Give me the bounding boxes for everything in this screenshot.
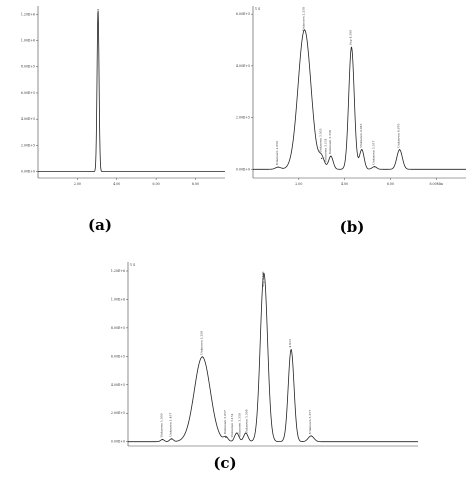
x-tick-label: 8.00Min	[430, 182, 443, 186]
axis-corner-label: Y S	[254, 7, 260, 11]
chromatogram-panel-c: 0.00E+0 2.00E+5 4.00E+5 6.00E+5 8.00E+5 1.00E…	[111, 262, 418, 447]
y-tick-label: 1.20E+6	[21, 12, 35, 16]
peak-marker	[350, 46, 353, 48]
y-tick-label: 1.20E+6	[111, 269, 125, 273]
y-tick-label: 2.00E+5	[236, 116, 250, 120]
panel-b-label: (b)	[340, 218, 365, 236]
x-tick-label: 2.00	[74, 182, 81, 186]
peak-marker	[170, 438, 173, 440]
panel-c-label: (c)	[213, 454, 236, 472]
peak-annotation: Unknown 3.151	[323, 138, 327, 162]
peak-annotation: Unknown 3.508	[245, 409, 249, 433]
y-tick-label: 6.00E+5	[236, 12, 250, 16]
peak-marker	[373, 166, 375, 168]
x-tick-label: 4.00	[341, 182, 348, 186]
chromatogram-trace	[253, 29, 466, 170]
y-tick-label: 2.00E+5	[111, 411, 125, 415]
peak-marker	[201, 356, 203, 358]
x-tick-label: 8.00	[192, 182, 199, 186]
peak-marker	[225, 436, 227, 438]
x-tick-label: 6.00	[387, 182, 394, 186]
chromatogram-panel-a: 0.00E+0 2.00E+5 4.00E+5 6.00E+5 8.00E+5 1.00E…	[21, 6, 225, 186]
x-tick-label: 6.00	[153, 182, 160, 186]
peak-marker	[263, 272, 265, 275]
chromatogram-trace	[128, 272, 418, 443]
peak-marker	[310, 435, 312, 437]
y-tick-label: 0.00E+0	[111, 440, 125, 444]
chromatogram-trace	[38, 10, 225, 173]
peak-annotation: Unknown 3.151	[230, 413, 234, 437]
peak-marker	[330, 155, 332, 157]
peak-marker	[97, 9, 99, 11]
peak-marker	[321, 157, 323, 160]
panel-a-label: (a)	[88, 216, 112, 234]
peak-annotation: 4.913	[288, 339, 292, 348]
peak-marker	[398, 149, 401, 151]
peak-annotation: Unknown 5.357	[308, 410, 312, 434]
y-tick-label: 4.00E+5	[236, 64, 250, 68]
peak-annotation: Unknown 1.457	[169, 413, 173, 437]
y-tick-label: 0.00E+0	[21, 170, 35, 174]
peak-annotation: Unknown 1.050	[275, 141, 279, 165]
y-tick-label: 1.00E+6	[111, 297, 125, 301]
peak-marker	[236, 432, 238, 434]
y-tick-label: 2.00E+5	[21, 143, 35, 147]
peak-annotation: Sup 4.500	[261, 271, 265, 287]
peak-marker	[277, 166, 279, 168]
y-tick-label: 4.00E+5	[111, 383, 125, 387]
y-tick-label: 8.00E+5	[111, 326, 125, 330]
axis-corner-label: Y S	[129, 263, 135, 267]
peak-annotation: Unknown 3.057	[223, 410, 227, 434]
peak-annotation: Unknown 1.050	[159, 413, 163, 437]
peak-marker	[245, 432, 247, 434]
peak-annotation: Unknown 2.258	[199, 331, 203, 355]
peak-annotation: Unknown 3.358	[328, 130, 332, 154]
y-tick-label: 0.00E+0	[236, 167, 250, 171]
peak-annotation: Unknown 6.670	[397, 124, 401, 148]
peak-marker	[303, 29, 306, 31]
peak-marker	[361, 149, 363, 151]
peak-annotation: Sup 4.500	[348, 30, 352, 46]
chromatogram-panel-b: 0.00E+0 2.00E+5 4.00E+5 6.00E+5 2.00 4.00 6.00…	[236, 6, 466, 186]
peak-marker	[161, 438, 164, 441]
y-tick-label: 6.00E+5	[111, 354, 125, 358]
peak-marker	[290, 349, 292, 351]
y-tick-label: 8.00E+5	[21, 65, 35, 69]
peak-annotation: Unknown 4.913	[359, 123, 363, 147]
x-tick-label: 2.00	[295, 182, 302, 186]
y-tick-label: 4.00E+5	[21, 117, 35, 121]
peak-annotation: Unknown 3.055	[319, 128, 323, 152]
y-tick-label: 6.00E+5	[21, 91, 35, 95]
y-tick-label: 1.00E+6	[21, 39, 35, 43]
peak-annotation: Unknown 3.358	[237, 413, 241, 437]
peak-annotation: Unknown 2.258	[302, 7, 306, 31]
peak-annotation: Unknown 5.357	[371, 141, 375, 165]
x-tick-label: 4.00	[113, 182, 120, 186]
